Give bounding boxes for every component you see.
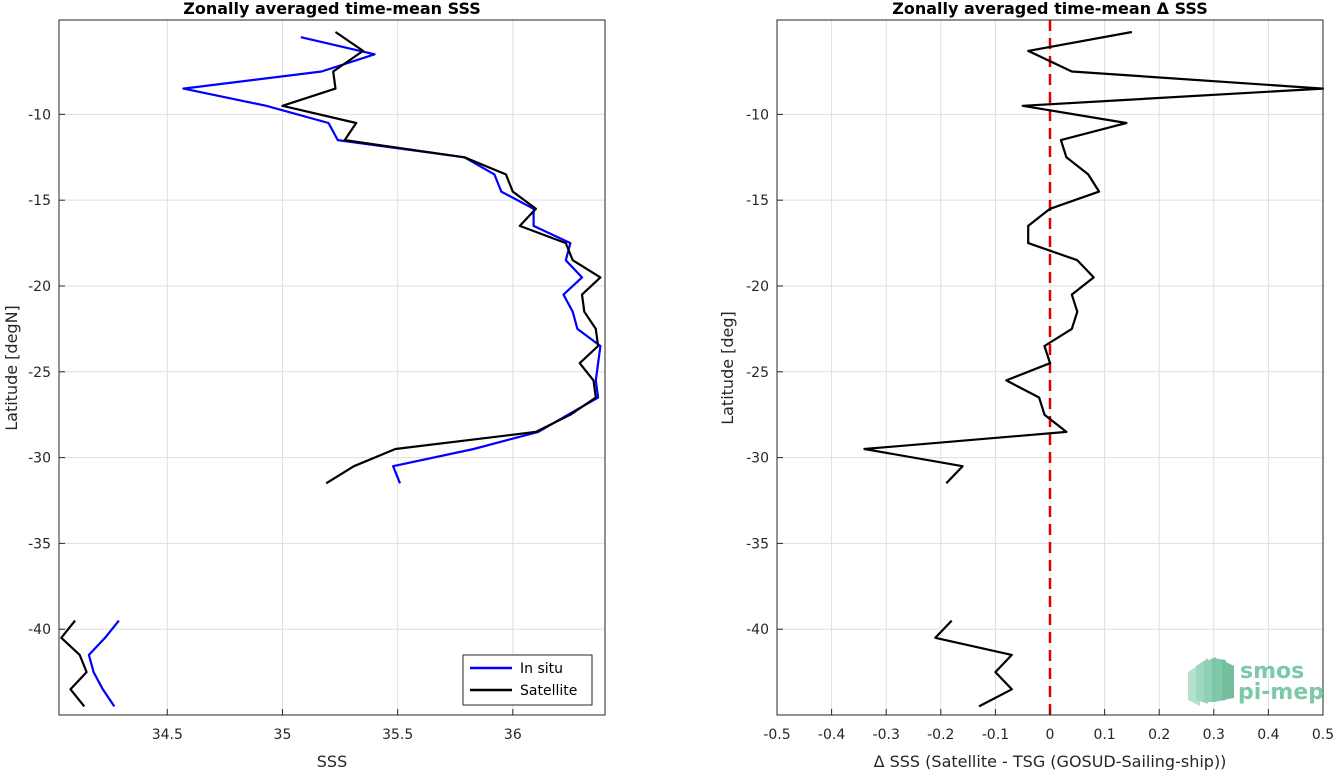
right-y-tick-label: -20 xyxy=(746,279,769,295)
legend-label-in-situ: In situ xyxy=(520,661,563,677)
right-y-tick-label: -25 xyxy=(746,365,769,381)
right-x-tick-label: 0.1 xyxy=(1093,727,1115,743)
right-y-axis-label: Latitude [deg] xyxy=(718,311,737,425)
right-x-tick-label: 0.4 xyxy=(1257,727,1279,743)
left-x-tick-label: 36 xyxy=(504,727,522,743)
right-x-tick-label: 0.2 xyxy=(1148,727,1170,743)
right-x-tick-label: -0.3 xyxy=(873,727,900,743)
logo-text-line2: pi-mep xyxy=(1238,680,1324,705)
left-in-situ-line xyxy=(87,619,120,708)
smos-pi-mep-logo: smos pi-mep xyxy=(1188,657,1324,706)
right-ticks: -0.5 -0.4 -0.3 -0.2 -0.1 0 0.1 0.2 0.3 0.4 0.5 -10 -… xyxy=(746,107,1334,743)
right-series-0-line xyxy=(863,30,1325,485)
right-x-tick-label: -0.1 xyxy=(982,727,1009,743)
right-x-axis-label: Δ SSS (Satellite - TSG (GOSUD-Sailing-sh… xyxy=(874,752,1227,770)
left-y-tick-label: -40 xyxy=(28,622,51,638)
legend-box xyxy=(462,654,593,706)
right-y-tick-label: -40 xyxy=(746,622,769,638)
left-grid xyxy=(59,20,605,715)
right-title: Zonally averaged time-mean Δ SSS xyxy=(892,0,1208,18)
left-satellite-line xyxy=(60,619,88,708)
left-x-tick-label: 35 xyxy=(274,727,292,743)
right-y-tick-label: -30 xyxy=(746,451,769,467)
left-y-tick-label: -30 xyxy=(28,451,51,467)
left-x-tick-label: 34.5 xyxy=(152,727,183,743)
right-x-tick-label: 0.5 xyxy=(1312,727,1334,743)
right-x-tick-label: -0.2 xyxy=(927,727,954,743)
left-y-tick-label: -20 xyxy=(28,279,51,295)
right-x-tick-label: -0.4 xyxy=(818,727,845,743)
left-ticks: 34.5 35 35.5 36 -10 -15 -20 -25 -30 -35 -40 xyxy=(28,107,522,743)
logo-mark-icon xyxy=(1188,657,1234,706)
left-title: Zonally averaged time-mean SSS xyxy=(183,0,481,18)
right-series-0-line xyxy=(934,619,1013,708)
right-series xyxy=(863,30,1325,708)
left-y-tick-label: -15 xyxy=(28,193,51,209)
left-y-tick-label: -10 xyxy=(28,107,51,123)
left-series xyxy=(60,31,602,708)
right-y-tick-label: -15 xyxy=(746,193,769,209)
left-panel-sss: 34.5 35 35.5 36 -10 -15 -20 -25 -30 -35 -40 Zonall… xyxy=(2,0,606,770)
logo-text-line1: smos xyxy=(1240,659,1304,684)
legend-label-satellite: Satellite xyxy=(520,683,577,699)
left-satellite-line xyxy=(281,31,602,485)
left-x-axis-label: SSS xyxy=(317,752,347,770)
left-x-tick-label: 35.5 xyxy=(382,727,413,743)
right-axes-frame xyxy=(776,19,1324,716)
right-x-tick-label: -0.5 xyxy=(763,727,790,743)
right-x-tick-label: 0 xyxy=(1046,727,1055,743)
right-y-tick-label: -10 xyxy=(746,107,769,123)
left-y-tick-label: -35 xyxy=(28,536,51,552)
right-panel-delta-sss: -0.5 -0.4 -0.3 -0.2 -0.1 0 0.1 0.2 0.3 0.4 0.5 -10 -… xyxy=(718,0,1334,770)
legend: In situ Satellite xyxy=(462,654,593,706)
left-y-axis-label: Latitude [degN] xyxy=(2,305,21,431)
left-plot-area xyxy=(59,20,605,715)
right-x-tick-label: 0.3 xyxy=(1203,727,1225,743)
left-y-tick-label: -25 xyxy=(28,365,51,381)
left-axes-frame xyxy=(58,19,606,716)
right-y-tick-label: -35 xyxy=(746,536,769,552)
